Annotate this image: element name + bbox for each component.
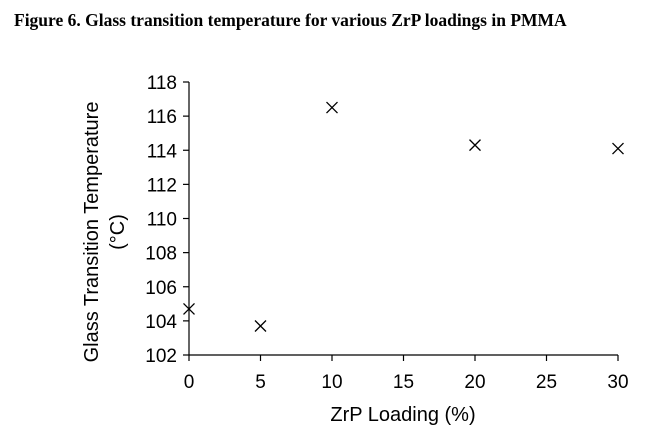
y-axis-label-line-2: (°C) [107,214,129,250]
data-point [254,320,267,332]
y-tick-label: 118 [147,73,177,94]
y-tick-label: 102 [145,346,177,367]
figure-title: Figure 6. Glass transition temperature f… [14,10,567,30]
x-tick-label: 10 [321,372,342,393]
y-tick-label: 116 [147,107,177,128]
data-point [326,101,338,114]
y-tick-label: 106 [145,278,177,299]
x-tick-label: 0 [184,372,195,393]
y-tick-label: 114 [147,141,178,162]
x-axis-label: ZrP Loading (%) [330,404,475,426]
plot-area: 102 104 106 108 110 112 114 116 118 0 5 10 15 20 25 30 [145,73,628,393]
x-tick-label: 15 [393,372,414,393]
x-tick-label: 30 [607,372,628,393]
y-axis-label-line-1: Glass Transition Temperature [81,102,103,363]
data-point [469,139,481,152]
data-point [612,142,624,155]
x-tick-label: 5 [255,372,266,393]
y-tick-label: 108 [145,244,177,265]
x-tick-label: 20 [464,372,485,393]
y-tick-label: 104 [145,312,177,333]
x-tick-label: 25 [536,372,557,393]
data-point [183,302,195,315]
y-tick-label: 110 [147,210,177,231]
y-tick-label: 112 [147,175,177,196]
y-axis-label: Glass Transition Temperature (°C) [81,102,129,363]
